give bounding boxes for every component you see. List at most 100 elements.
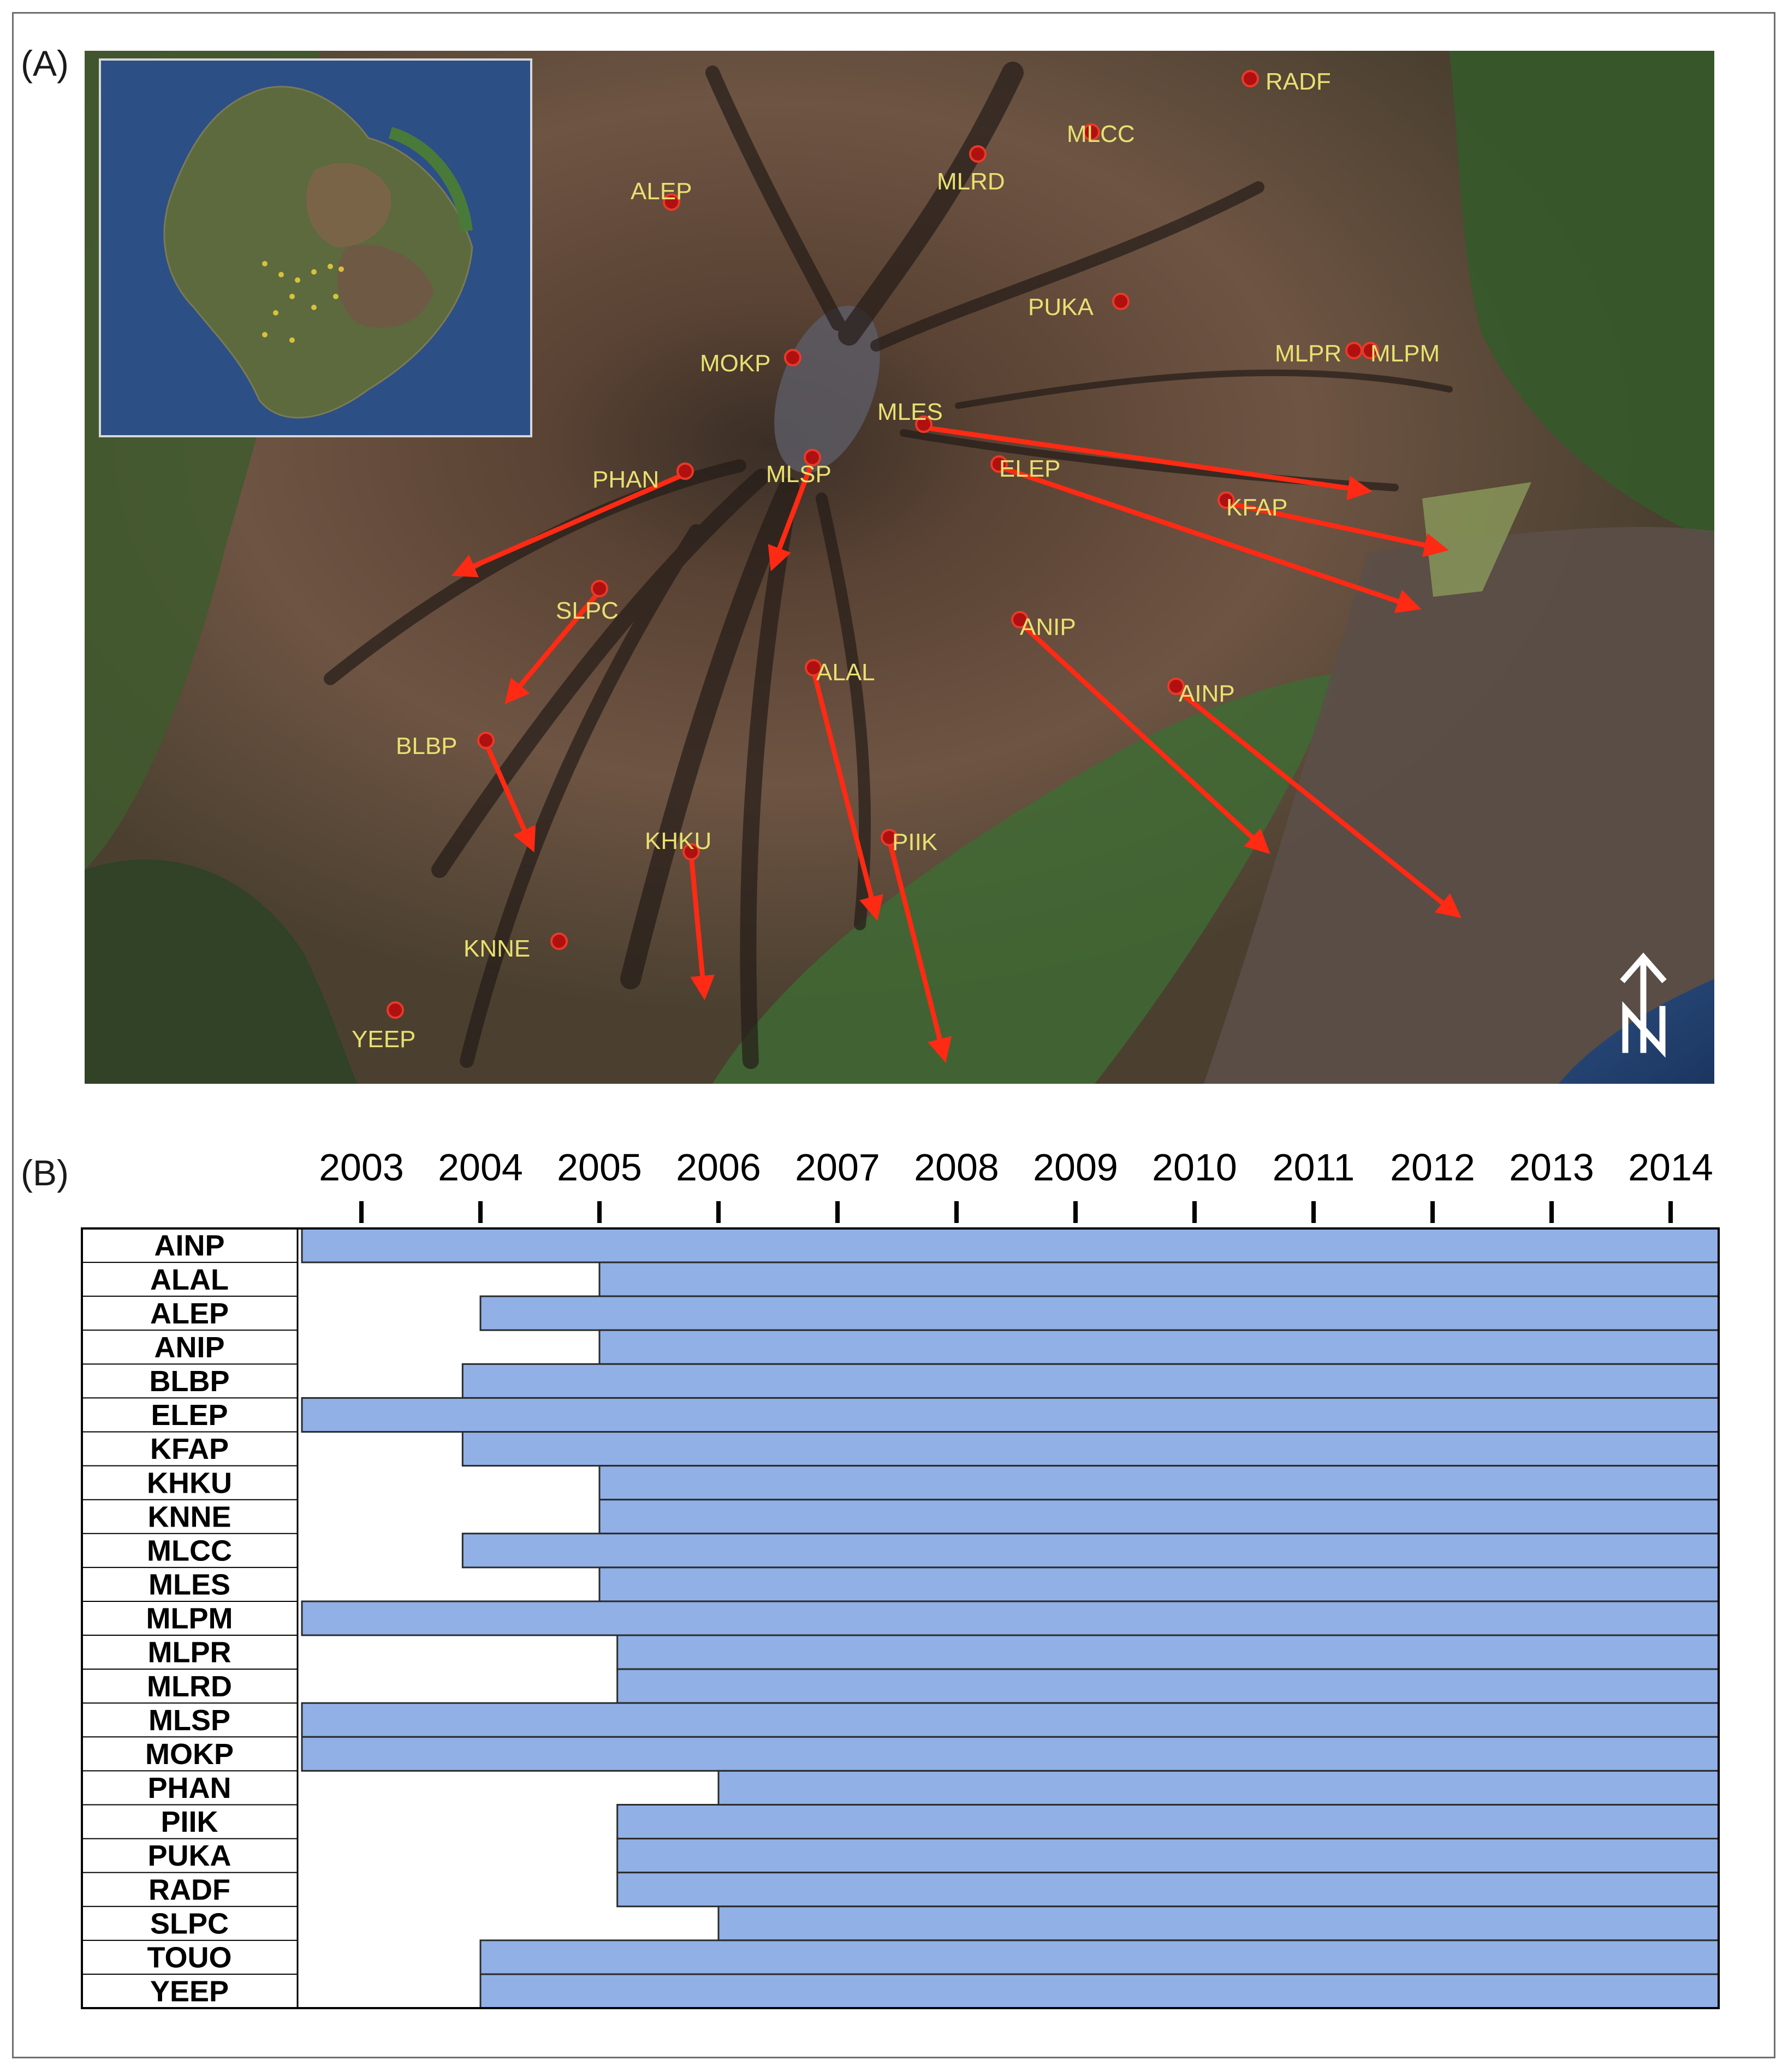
year-tick-label: 2014	[1628, 1146, 1713, 1189]
deployment-bar-blbp	[461, 1363, 1720, 1399]
station-label-puka: PUKA	[1028, 294, 1094, 320]
station-label-radf: RADF	[1266, 68, 1331, 95]
station-marker-blbp	[477, 732, 495, 749]
arrow-ainp	[1174, 687, 1462, 918]
deployment-bar-radf	[616, 1872, 1720, 1908]
station-marker-alep	[663, 193, 680, 211]
timeline-rows: AINPALALALEPANIPBLBPELEPKFAPKHKUKNNEMLCC…	[82, 1227, 1720, 2009]
arrow-khku	[688, 854, 715, 1000]
station-label-mlrd: MLRD	[937, 168, 1005, 195]
station-marker-slpc	[591, 580, 608, 597]
station-label-kfap: KFAP	[1226, 494, 1288, 521]
year-tick-label: 2013	[1509, 1146, 1594, 1189]
station-marker-mlrd	[969, 145, 987, 163]
station-row-label: RADF	[148, 1873, 230, 1906]
arrow-slpc	[504, 590, 602, 704]
deployment-bar-mlrd	[616, 1668, 1720, 1704]
north-arrow-icon	[1620, 952, 1667, 1058]
station-row-label: MLRD	[147, 1670, 232, 1703]
station-row-label: BLBP	[150, 1365, 230, 1398]
year-tick-label: 2008	[914, 1146, 999, 1189]
station-marker-kfap	[1217, 491, 1235, 509]
deployment-bar-mlcc	[461, 1533, 1720, 1569]
arrow-mles	[923, 425, 1373, 501]
station-marker-mlpm	[1362, 342, 1379, 359]
deployment-bar-mlpr	[616, 1634, 1720, 1670]
arrow-blbp	[483, 742, 536, 853]
arrow-piik	[887, 839, 952, 1063]
deployment-bar-puka	[616, 1838, 1720, 1874]
deployment-timeline-chart: 2003 2004 2005 2006 2007 2008 2009 2010 2011 2012…	[81, 1146, 1720, 2009]
pale-field	[1422, 482, 1531, 597]
station-marker-mlcc	[1083, 123, 1100, 141]
arrow-phan	[451, 471, 686, 578]
station-marker-knne	[550, 933, 568, 950]
deployment-bar-khku	[598, 1465, 1720, 1501]
station-label-alal: ALAL	[816, 659, 875, 686]
panel-a-label: (A)	[21, 43, 69, 84]
deployment-bar-knne	[598, 1499, 1720, 1535]
station-marker-mles	[915, 415, 932, 433]
station-marker-mlsp	[804, 449, 821, 466]
deployment-bar-ainp	[301, 1227, 1720, 1263]
station-label-mlsp: MLSP	[766, 461, 831, 488]
station-row-label: YEEP	[150, 1975, 229, 2008]
station-label-knne: KNNE	[464, 935, 530, 962]
station-row-label: PHAN	[147, 1772, 231, 1804]
station-label-mlpm: MLPM	[1370, 340, 1440, 367]
year-tick-label: 2010	[1152, 1146, 1237, 1189]
station-label-slpc: SLPC	[556, 597, 619, 624]
station-marker-khku	[682, 843, 700, 860]
summit-caldera	[774, 305, 880, 473]
deployment-bar-mlpm	[301, 1600, 1720, 1636]
deployment-bar-anip	[598, 1329, 1720, 1365]
station-label-anip: ANIP	[1020, 614, 1076, 640]
panel-b-label: (B)	[21, 1153, 69, 1193]
station-row-label: PIIK	[161, 1806, 218, 1838]
station-label-blbp: BLBP	[396, 733, 458, 759]
year-tick-label: 2012	[1390, 1146, 1475, 1189]
station-label-yeep: YEEP	[352, 1026, 415, 1053]
station-label-piik: PIIK	[892, 829, 937, 856]
station-label-elep: ELEP	[999, 455, 1061, 482]
station-marker-puka	[1112, 293, 1130, 310]
station-marker-elep	[990, 455, 1008, 473]
year-tick-label: 2004	[438, 1146, 523, 1189]
kilauea-terrain	[1204, 527, 1714, 1084]
station-label-ainp: AINP	[1179, 680, 1235, 707]
lava-flows	[324, 62, 1453, 1069]
station-label-mles: MLES	[877, 399, 943, 425]
deployment-bar-mles	[598, 1566, 1720, 1602]
arrow-alal	[811, 669, 883, 921]
year-axis: 2003 2004 2005 2006 2007 2008 2009 2010 2011 2012…	[319, 1146, 1713, 1223]
forest-northeast	[1450, 51, 1714, 542]
station-marker-anip	[1011, 611, 1029, 628]
station-marker-alal	[805, 659, 822, 676]
inset-station-dots	[262, 261, 344, 343]
station-markers: RADF MLCC MLRD ALEP PUKA MOKP MLPR MLPM MLES MLSP…	[352, 68, 1440, 1053]
ocean	[1559, 979, 1714, 1084]
arrow-elep	[998, 464, 1422, 613]
satellite-map: RADF MLCC MLRD ALEP PUKA MOKP MLPR MLPM MLES MLSP…	[85, 51, 1714, 1084]
station-marker-mokp	[784, 349, 801, 366]
deployment-bar-kfap	[461, 1431, 1720, 1467]
station-row-label: MLPR	[148, 1636, 231, 1669]
station-marker-yeep	[387, 1001, 404, 1019]
station-label-mokp: MOKP	[700, 350, 771, 377]
station-marker-phan	[676, 462, 694, 480]
station-marker-piik	[881, 829, 898, 846]
displacement-arrows	[451, 425, 1462, 1063]
station-row-label: ALAL	[150, 1263, 229, 1296]
station-label-khku: KHKU	[645, 828, 711, 854]
deployment-bar-elep	[301, 1397, 1720, 1433]
station-row-label: ANIP	[154, 1331, 224, 1364]
station-row-label: ELEP	[151, 1399, 228, 1432]
deployment-bar-phan	[717, 1770, 1720, 1806]
station-row-label: KHKU	[147, 1467, 232, 1499]
deployment-bar-piik	[616, 1803, 1720, 1840]
station-label-mlpr: MLPR	[1275, 340, 1341, 367]
station-row-label: MLCC	[147, 1534, 232, 1567]
station-row-label: MLSP	[148, 1704, 230, 1737]
station-marker-mlpr	[1345, 342, 1363, 359]
station-row-label: MLPM	[146, 1602, 233, 1635]
